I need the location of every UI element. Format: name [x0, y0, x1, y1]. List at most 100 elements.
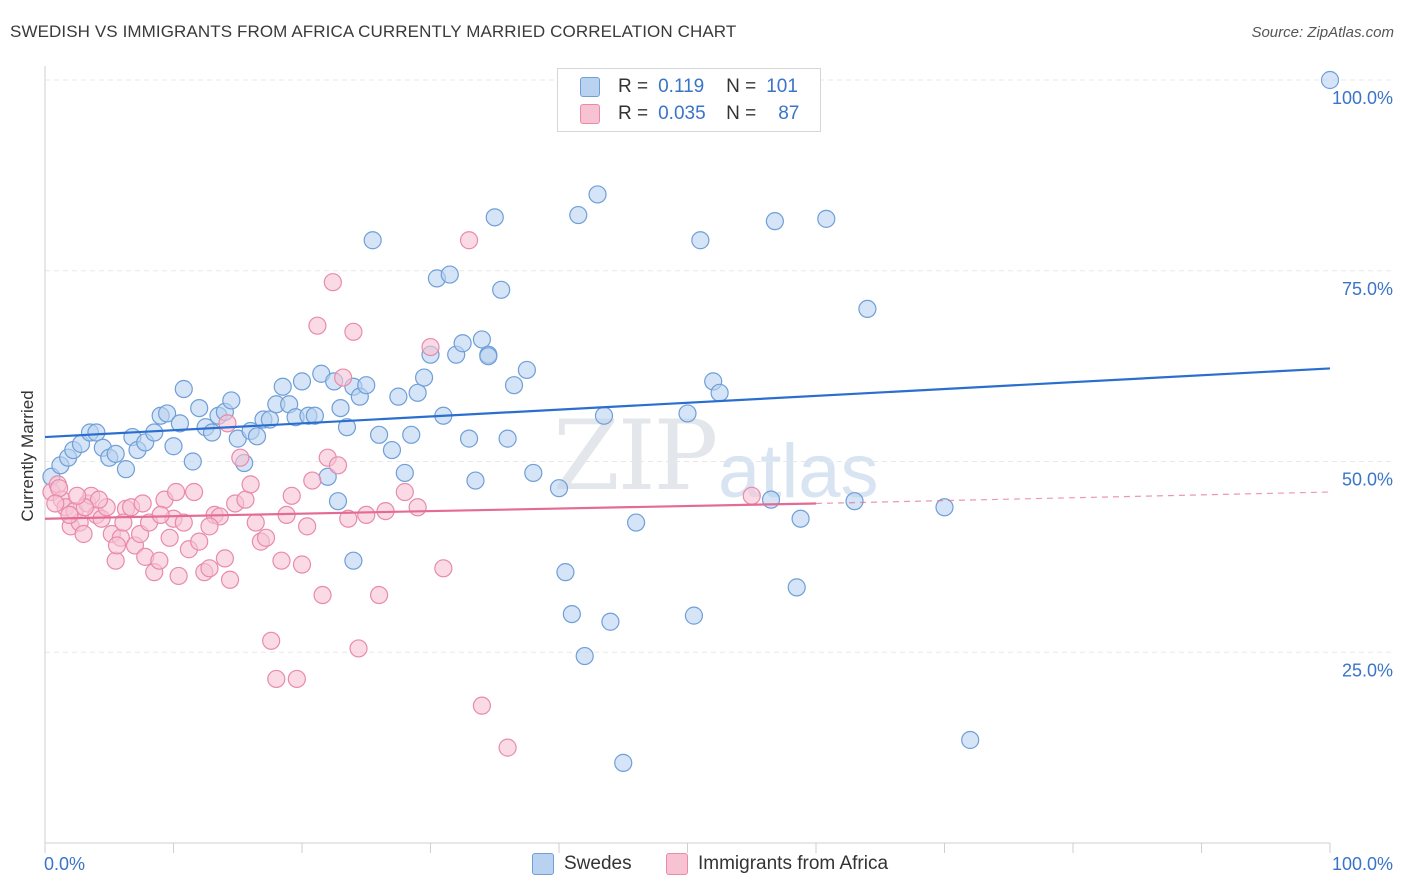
swedes-point [761, 490, 781, 509]
swedes-point [787, 578, 806, 597]
swedes-point [492, 280, 511, 299]
chart-title: SWEDISH VS IMMIGRANTS FROM AFRICA CURREN… [10, 22, 737, 41]
y-tick-label: 50.0% [1342, 470, 1393, 490]
africa-point [459, 231, 479, 250]
africa-point [236, 490, 255, 509]
swedes-point [389, 387, 408, 406]
r-label: R = [618, 76, 649, 97]
legend-label-africa: Immigrants from Africa [698, 853, 889, 874]
africa-point [74, 524, 93, 544]
swedes-point [328, 492, 348, 511]
legend-row-swedes: R = 0.119 N = 101 [580, 74, 798, 100]
swedes-swatch [580, 77, 600, 97]
africa-point [200, 559, 219, 578]
swedes-point [858, 299, 877, 318]
africa-point [184, 482, 204, 502]
swedes-point [710, 383, 729, 402]
africa-point [256, 528, 276, 547]
africa-point [174, 513, 193, 532]
swedes-point [524, 463, 543, 483]
legend-item-swedes: Swedes [532, 852, 632, 876]
swedes-point [402, 425, 421, 444]
swedes-point [395, 463, 414, 483]
n-label: N = [726, 103, 757, 124]
africa-point [292, 555, 312, 574]
swedes-point [575, 646, 594, 666]
africa-point [46, 494, 65, 513]
source-label: Source: ZipAtlas.com [1251, 24, 1394, 41]
africa-point [370, 585, 389, 605]
africa-point [742, 486, 761, 505]
swedes-point [247, 427, 267, 446]
africa-point [60, 505, 79, 525]
r-label: R = [618, 103, 649, 124]
swedes-point [845, 492, 864, 511]
swedes-point [273, 377, 292, 396]
swedes-point [569, 205, 588, 225]
africa-point [282, 486, 301, 505]
africa-point [200, 517, 219, 536]
africa-trend-extension [815, 491, 1331, 505]
swedes-point [485, 208, 504, 227]
swedes-point [459, 429, 479, 448]
africa-point [298, 517, 317, 536]
swedes-point [344, 551, 363, 570]
africa-point [218, 414, 237, 433]
swedes-point [370, 425, 389, 444]
africa-point [160, 528, 179, 547]
swedes-point [87, 423, 106, 442]
africa-point [357, 505, 376, 525]
africa-swatch [580, 104, 600, 124]
swedes-point [594, 406, 614, 425]
africa-point [68, 486, 87, 505]
swedes-point [408, 383, 427, 402]
africa-point [166, 482, 186, 502]
swedes-point [935, 498, 954, 517]
africa-point [169, 566, 188, 586]
swedes-point [691, 231, 710, 250]
swedes-point [791, 509, 810, 528]
swedes-point [190, 398, 209, 418]
africa-point [246, 513, 265, 532]
swedes-point [305, 406, 324, 425]
africa-point [323, 273, 342, 292]
africa-point [89, 490, 109, 509]
swedes-point [504, 376, 524, 395]
legend-item-africa: Immigrants from Africa [666, 852, 888, 876]
x-tick-label: 0.0% [44, 854, 85, 874]
swedes-point [678, 404, 697, 423]
africa-point [498, 738, 517, 757]
africa-point [434, 559, 453, 578]
swedes-point [817, 209, 836, 228]
swedes-point [479, 347, 498, 366]
africa-point [215, 549, 234, 568]
africa-point [349, 639, 368, 658]
swedes-point [588, 185, 607, 204]
africa-point [267, 669, 286, 689]
africa-point [408, 498, 427, 517]
r-value: 0.035 [658, 103, 706, 124]
africa-trend-line [44, 502, 817, 520]
africa-point [220, 570, 240, 589]
swedes-point [765, 212, 784, 231]
africa-point [262, 631, 281, 650]
africa-point [231, 448, 250, 467]
africa-point [334, 368, 353, 387]
africa-point [303, 471, 322, 490]
africa-point [151, 505, 170, 525]
africa-point [472, 696, 491, 715]
n-value: 87 [778, 103, 800, 124]
africa-point [344, 322, 363, 341]
n-value: 101 [766, 76, 798, 97]
africa-point [287, 669, 306, 689]
x-tick-label: 100.0% [1332, 854, 1393, 874]
swedes-point [337, 418, 357, 437]
swedes-point [116, 460, 136, 479]
africa-point [308, 316, 327, 335]
swedes-point [363, 231, 382, 250]
correlation-legend: R = 0.119 N = 101 R = 0.035 N = 87 [557, 68, 821, 132]
swedes-point [183, 452, 202, 471]
swedes-trend-line [44, 367, 1331, 439]
swedes-point [331, 398, 350, 418]
